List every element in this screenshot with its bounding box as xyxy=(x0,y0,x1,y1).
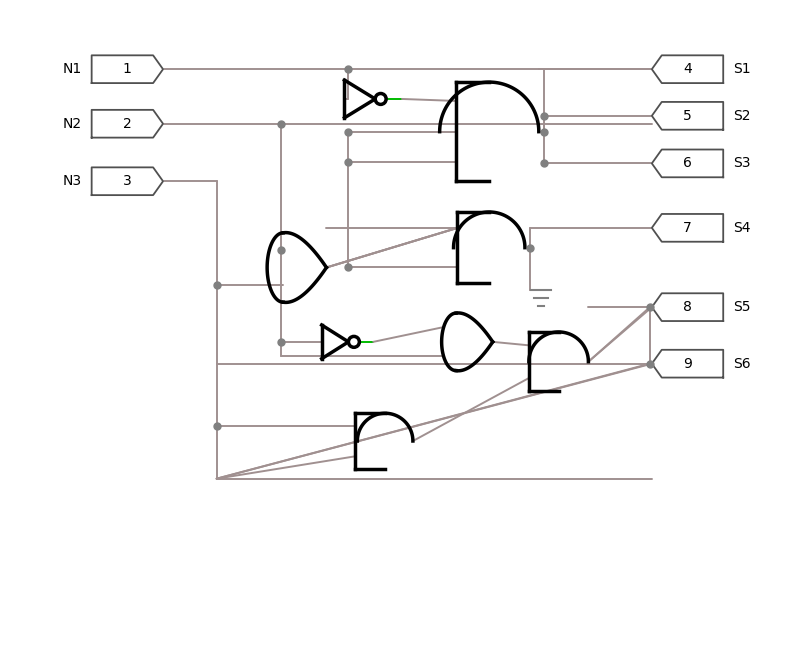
Polygon shape xyxy=(652,149,723,177)
Text: S4: S4 xyxy=(733,221,750,235)
Polygon shape xyxy=(92,168,163,195)
Text: N1: N1 xyxy=(62,62,82,76)
Polygon shape xyxy=(92,55,163,83)
Text: 1: 1 xyxy=(123,62,132,76)
Text: 2: 2 xyxy=(123,117,132,131)
Polygon shape xyxy=(92,110,163,138)
Text: 6: 6 xyxy=(683,156,692,170)
Text: 9: 9 xyxy=(683,357,692,371)
Text: S6: S6 xyxy=(733,357,750,371)
Text: N3: N3 xyxy=(62,174,82,188)
Text: S3: S3 xyxy=(733,156,750,170)
Polygon shape xyxy=(652,349,723,378)
Text: S2: S2 xyxy=(733,109,750,123)
Text: S1: S1 xyxy=(733,62,750,76)
Circle shape xyxy=(349,336,359,348)
Text: 5: 5 xyxy=(683,109,692,123)
Polygon shape xyxy=(652,55,723,83)
Text: S5: S5 xyxy=(733,300,750,314)
Text: N2: N2 xyxy=(62,117,82,131)
Text: 7: 7 xyxy=(683,221,692,235)
Text: 4: 4 xyxy=(683,62,692,76)
Polygon shape xyxy=(652,293,723,321)
Text: 3: 3 xyxy=(123,174,132,188)
Circle shape xyxy=(375,93,386,104)
Polygon shape xyxy=(652,214,723,242)
Polygon shape xyxy=(652,102,723,130)
Text: 8: 8 xyxy=(683,300,692,314)
